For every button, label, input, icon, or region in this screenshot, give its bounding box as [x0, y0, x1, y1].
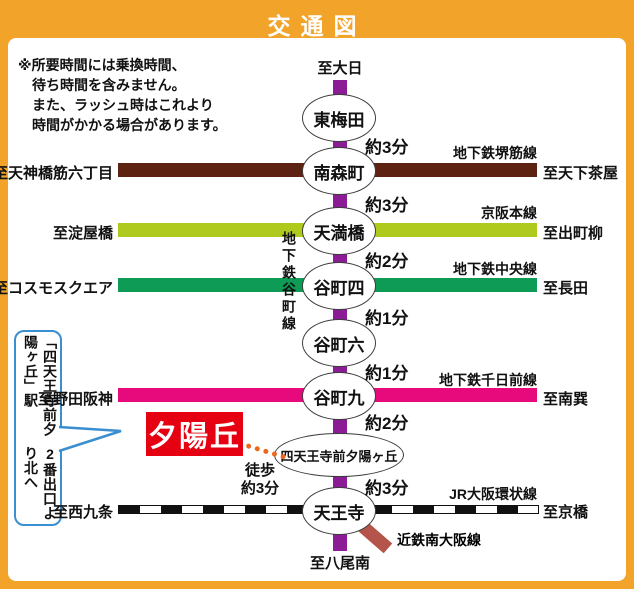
destination-badge: 夕陽丘 — [146, 412, 243, 456]
terminus-left-sennichimae: 至野田阪神 — [37, 391, 113, 408]
station-tennoji: 天王寺 — [302, 487, 376, 535]
segment-time: 約3分 — [365, 196, 409, 215]
terminus-right-sakaisuji: 至天下茶屋 — [543, 165, 619, 182]
page-title: 交通図 — [267, 13, 367, 39]
segment-time: 約3分 — [365, 138, 409, 157]
segment-time: 約2分 — [365, 252, 409, 271]
line-name-sennichimae: 地下鉄千日前線 — [439, 372, 537, 388]
terminus-daini: 至大日 — [317, 60, 363, 77]
terminus-left-sakaisuji: 至天神橋筋六丁目 — [0, 165, 113, 182]
line-name-keihan: 京阪本線 — [481, 205, 537, 221]
station-temmabashi: 天満橋 — [302, 207, 376, 255]
exit-callout-line: 「四天王寺前夕陽ヶ丘」駅 — [23, 335, 58, 437]
station-higashi-umeda: 東梅田 — [302, 94, 376, 142]
line-name-chuo: 地下鉄中央線 — [453, 261, 537, 277]
station-minami-morimachi: 南森町 — [302, 147, 376, 195]
station-tanimachi-9: 谷町九 — [302, 372, 376, 420]
exit-callout-line: 2番出口より北へ — [23, 445, 58, 521]
note-line: ※所要時間には乗換時間、 — [18, 57, 186, 73]
terminus-right-jr: 至京橋 — [543, 504, 589, 521]
terminus-left-chuo: 至コスモスクエア — [0, 280, 113, 297]
note: ※所要時間には乗換時間、 待ち時間を含みません。 また、ラッシュ時はこれより 時… — [18, 55, 227, 135]
walk-time-label: 徒歩 約3分 — [240, 462, 280, 497]
line-name-sakaisuji: 地下鉄堺筋線 — [453, 145, 537, 161]
station-tanimachi-4: 谷町四 — [302, 262, 376, 310]
tanimachi-line-label: 地下鉄谷町線 — [281, 231, 297, 333]
callout-tail — [58, 425, 122, 453]
note-line: また、ラッシュ時はこれより — [32, 97, 214, 113]
exit-callout: 「四天王寺前夕陽ヶ丘」駅 2番出口より北へ — [14, 330, 62, 526]
terminus-right-keihan: 至出町柳 — [543, 225, 604, 242]
terminus-right-chuo: 至長田 — [543, 280, 589, 297]
line-name-kintetsu: 近鉄南大阪線 — [397, 532, 481, 548]
note-line: 時間がかかる場合があります。 — [32, 117, 227, 133]
segment-time: 約1分 — [365, 309, 409, 328]
segment-time: 約3分 — [365, 479, 409, 498]
terminus-left-jr: 至西九条 — [52, 504, 113, 521]
station-tanimachi-6: 谷町六 — [302, 319, 376, 367]
segment-time: 約1分 — [365, 364, 409, 383]
note-line: 待ち時間を含みません。 — [32, 77, 186, 93]
terminus-yaominami: 至八尾南 — [309, 555, 371, 572]
segment-time: 約2分 — [365, 414, 409, 433]
station-shitennoji-mae-yuhigaoka: 四天王寺前夕陽ヶ丘 — [274, 433, 404, 477]
terminus-right-sennichimae: 至南巽 — [543, 391, 589, 408]
line-name-jr: JR大阪環状線 — [449, 486, 537, 502]
terminus-left-keihan: 至淀屋橋 — [52, 225, 113, 242]
